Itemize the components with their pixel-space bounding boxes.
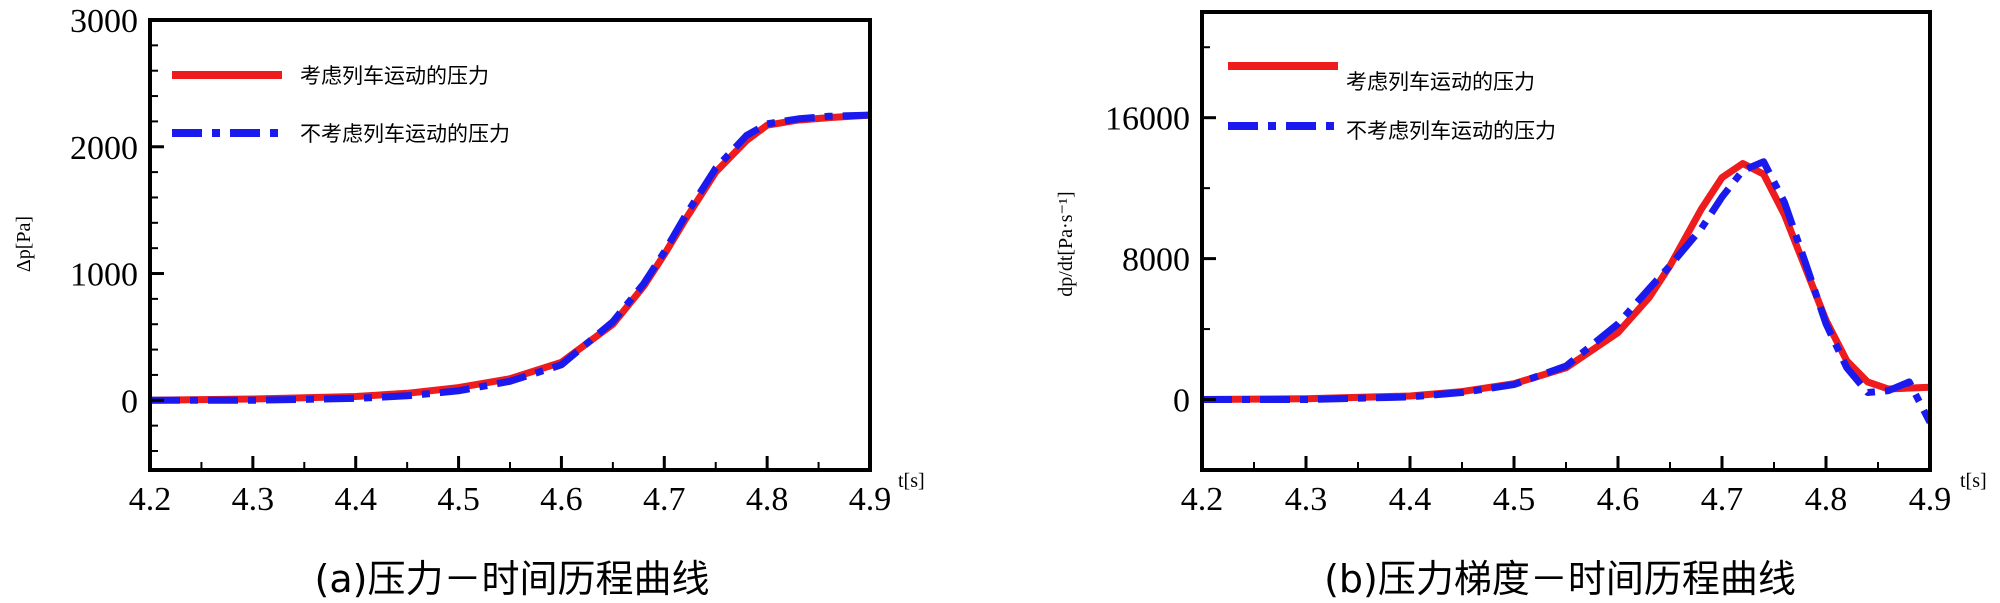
panel-a-series-line-red [150, 111, 870, 404]
panel-b-legend-label-red: 考虑列车运动的压力 [1346, 70, 1535, 94]
panel-a-series [150, 111, 870, 404]
panel-a-x-tick-label: 4.3 [232, 481, 275, 518]
panel-a-y-tick-label: 0 [121, 383, 138, 420]
panel-b-x-tick-label: 4.9 [1909, 481, 1952, 518]
panel-a: 4.2 4.3 4.4 4.5 4.6 4.7 4.8 4.9 0 1000 2000 3000 考虑… [13, 3, 925, 601]
panel-a-caption: (a)压力－时间历程曲线 [315, 557, 710, 601]
panel-a-y-tick-label: 1000 [70, 257, 138, 294]
panel-b-y-tick-label: 8000 [1122, 242, 1190, 279]
panel-a-x-axis-title: t[s] [898, 470, 925, 492]
panel-b-ticks: 4.2 4.3 4.4 4.5 4.6 4.7 4.8 4.9 0 8000 16000 [1105, 46, 1952, 518]
panel-b-x-tick-label: 4.6 [1597, 481, 1640, 518]
panel-a-series-line-blue [150, 111, 870, 404]
panel-b-series-line-red [1202, 160, 1930, 403]
panel-a-legend-label-red: 考虑列车运动的压力 [300, 64, 489, 88]
panel-b-caption: (b)压力梯度－时间历程曲线 [1324, 557, 1796, 601]
panel-b-series-line-blue [1202, 158, 1930, 424]
panel-a-x-tick-label: 4.6 [540, 481, 583, 518]
panel-b-y-tick-label: 0 [1173, 383, 1190, 420]
panel-a-x-tick-label: 4.2 [129, 481, 172, 518]
panel-b-legend-label-blue: 不考虑列车运动的压力 [1346, 119, 1556, 143]
panel-a-plot-frame [148, 18, 872, 472]
panel-b-x-tick-label: 4.7 [1701, 481, 1744, 518]
panel-a-ticks: 4.2 4.3 4.4 4.5 4.6 4.7 4.8 4.9 0 1000 2000 3000 [70, 3, 891, 518]
panel-a-x-tick-label: 4.5 [437, 481, 480, 518]
panel-a-x-tick-label: 4.9 [849, 481, 892, 518]
panel-b-x-tick-label: 4.8 [1805, 481, 1848, 518]
panel-b-legend: 考虑列车运动的压力 不考虑列车运动的压力 [1228, 62, 1556, 143]
panel-a-x-tick-label: 4.7 [643, 481, 686, 518]
panel-b-x-tick-label: 4.2 [1181, 481, 1224, 518]
panel-a-legend: 考虑列车运动的压力 不考虑列车运动的压力 [172, 64, 510, 146]
panel-b-series [1202, 158, 1930, 424]
panel-b-y-tick-label: 16000 [1105, 101, 1190, 138]
panel-a-legend-label-blue: 不考虑列车运动的压力 [300, 122, 510, 146]
panel-a-y-axis-title: Δp[Pa] [13, 216, 35, 272]
panel-b-x-tick-label: 4.4 [1389, 481, 1432, 518]
panel-a-y-tick-label: 2000 [70, 130, 138, 167]
panel-a-x-tick-label: 4.4 [334, 481, 377, 518]
panel-b-y-axis-title: dp/dt[Pa·s⁻¹] [1055, 191, 1077, 296]
panel-b-x-axis-title: t[s] [1960, 470, 1987, 492]
panel-b-x-tick-label: 4.3 [1285, 481, 1328, 518]
panel-b-x-tick-label: 4.5 [1493, 481, 1536, 518]
panel-b: 4.2 4.3 4.4 4.5 4.6 4.7 4.8 4.9 0 8000 16000 考虑列车运… [1055, 10, 1987, 601]
panel-a-y-tick-label: 3000 [70, 3, 138, 40]
panel-a-x-tick-label: 4.8 [746, 481, 789, 518]
